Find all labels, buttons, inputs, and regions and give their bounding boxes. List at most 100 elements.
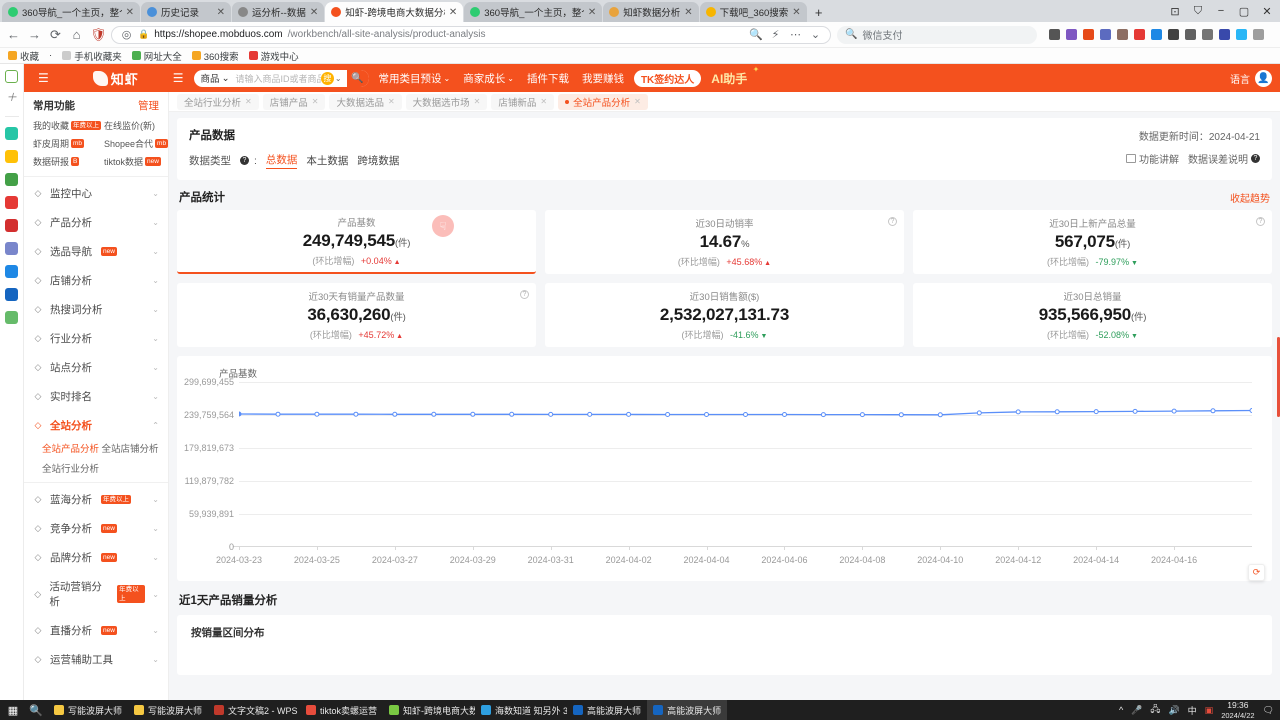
taskbar-item[interactable]: 高能波屏大师 xyxy=(567,700,647,720)
sidebar-item-tag[interactable]: ◇ 热搜词分析 ⌄ xyxy=(24,295,168,324)
notification-icon[interactable]: 🗨 xyxy=(1262,704,1274,715)
robot-icon[interactable] xyxy=(1117,29,1128,40)
pin-icon[interactable] xyxy=(1168,29,1179,40)
taskbar-item[interactable]: tiktok卖螺运营 xyxy=(300,700,383,720)
chart-data-point[interactable] xyxy=(275,411,281,417)
chart-data-point[interactable] xyxy=(743,412,748,417)
sidebar-item-versus[interactable]: ◇ 竞争分析 new ⌄ xyxy=(24,514,168,543)
chevron-down-icon[interactable]: ⌄ xyxy=(152,305,159,314)
language-label[interactable]: 语言 xyxy=(1230,74,1250,86)
chevron-down-icon[interactable]: ⌄ xyxy=(152,495,159,504)
chart-data-point[interactable] xyxy=(665,412,671,417)
taskbar-search-icon[interactable]: 🔍 xyxy=(29,704,43,717)
chart-data-point[interactable] xyxy=(548,411,554,417)
header-nav-item[interactable]: 插件下载 xyxy=(527,71,569,86)
submenu-item[interactable]: 全站店铺分析 xyxy=(101,444,159,455)
screenshot-icon[interactable] xyxy=(5,173,18,186)
chart-data-point[interactable] xyxy=(239,411,242,417)
scissors-icon[interactable] xyxy=(5,311,18,324)
breadcrumb-tab[interactable]: 大数据选市场 ✕ xyxy=(405,93,488,110)
product-search[interactable]: 商品⌄ 请输入商品ID或者商品链接搜索 搜 ⌄ 🔍 xyxy=(193,69,369,87)
avatar[interactable]: 👤 xyxy=(1255,69,1272,87)
chart-data-point[interactable] xyxy=(859,412,865,418)
chevron-down-icon[interactable]: ⌄ xyxy=(152,524,159,533)
pdf-icon[interactable] xyxy=(5,196,18,209)
sidebar-item-live[interactable]: ◇ 直播分析 new ⌄ xyxy=(24,616,168,645)
more-icon[interactable]: ⋯ xyxy=(790,29,801,41)
notes-icon[interactable] xyxy=(1100,29,1111,40)
browser-tab[interactable]: 历史记录 ✕ xyxy=(141,2,231,22)
browser-tab[interactable]: 知虾数据分析 ✕ xyxy=(603,2,699,22)
menu-icon[interactable] xyxy=(1253,29,1264,40)
stat-card[interactable]: 近30日销售额($) 2,532,027,131.73 (环比增幅) -41.6% … xyxy=(545,283,904,347)
stat-card[interactable]: 近30日总销量 935,566,950(件) (环比增幅) -52.08% ▼ xyxy=(913,283,1272,347)
address-bar[interactable]: ◎ 🔒 https://shopee.mobduos.com/workbench… xyxy=(111,25,831,44)
sidebar-item-compass[interactable]: ◇ 选品导航 new ⌄ xyxy=(24,237,168,266)
bookmark-item[interactable]: 手机收藏夹 xyxy=(62,49,122,63)
favorite-item[interactable]: 我的收藏 年费以上 xyxy=(33,119,102,132)
tray-app-icon[interactable]: ▣ xyxy=(1204,704,1214,715)
note-icon[interactable] xyxy=(5,265,18,278)
chart-data-point[interactable] xyxy=(314,411,320,417)
taskbar-item[interactable]: 知虾-跨境电商大数… xyxy=(383,700,475,720)
breadcrumb-tab[interactable]: 大数据选品 ✕ xyxy=(329,93,402,110)
chart-data-point[interactable] xyxy=(470,411,476,417)
chart-data-point[interactable] xyxy=(1015,409,1021,415)
new-tab-button[interactable]: + xyxy=(814,5,823,20)
record-icon[interactable] xyxy=(1134,29,1145,40)
submenu-item[interactable]: 全站产品分析 xyxy=(42,444,100,455)
stat-card[interactable]: 产品基数 249,749,545(件) (环比增幅) +0.04% ▲ ☟ xyxy=(177,210,536,274)
chart-data-point[interactable] xyxy=(1054,409,1060,415)
help-icon[interactable]: ? xyxy=(240,156,249,165)
chart-data-point[interactable] xyxy=(1249,408,1252,413)
chart-data-point[interactable] xyxy=(1093,409,1099,415)
reload-button[interactable]: ⟳ xyxy=(50,26,61,42)
stat-card[interactable]: ? 近30天有销量产品数量 36,630,260(件) (环比增幅) +45.72% … xyxy=(177,283,536,347)
download-icon[interactable] xyxy=(1185,29,1196,40)
close-tab-icon[interactable]: ✕ xyxy=(792,6,801,18)
cart-icon[interactable] xyxy=(1083,29,1094,40)
chevron-down-icon[interactable]: ⌄ xyxy=(152,334,159,343)
close-window-button[interactable]: ✕ xyxy=(1262,5,1272,18)
sidebar-item-cube[interactable]: ◇ 产品分析 ⌄ xyxy=(24,208,168,237)
edit-icon[interactable] xyxy=(5,242,18,255)
chevron-down-icon[interactable]: ⌄ xyxy=(152,189,159,198)
chart-data-point[interactable] xyxy=(937,412,943,418)
chart-data-point[interactable] xyxy=(898,412,904,418)
chart-data-point[interactable] xyxy=(1132,408,1138,414)
globe-icon[interactable] xyxy=(1236,29,1247,40)
header-nav-item[interactable]: 商家成长 ⌄ xyxy=(463,71,514,86)
favorites-icon[interactable]: ⛉ xyxy=(1193,4,1203,17)
close-icon[interactable]: ✕ xyxy=(473,97,481,106)
close-icon[interactable]: ✕ xyxy=(311,97,319,106)
toolbar-search-input[interactable]: 🔍 微信支付 xyxy=(837,25,1037,44)
close-tab-icon[interactable]: ✕ xyxy=(309,6,319,18)
windows-start-button[interactable]: ▦ xyxy=(7,704,19,717)
home-icon[interactable] xyxy=(5,70,18,83)
account-icon[interactable] xyxy=(1219,29,1230,40)
sidebar-item-brand[interactable]: ◇ 品牌分析 new ⌄ xyxy=(24,543,168,572)
header-nav-item[interactable]: 常用类目预设 ⌄ xyxy=(379,71,451,86)
lightning-icon[interactable]: ⚡ xyxy=(771,29,780,41)
browser-tab[interactable]: 下载吧_360搜索 ✕ xyxy=(699,2,807,22)
breadcrumb-tab[interactable]: 店铺新品 ✕ xyxy=(491,93,555,110)
chevron-down-icon[interactable]: ⌄ xyxy=(152,247,159,256)
close-tab-icon[interactable]: ✕ xyxy=(125,6,134,18)
ime-indicator[interactable]: 中 xyxy=(1187,705,1197,716)
chart-data-point[interactable] xyxy=(1210,408,1216,414)
chart-data-point[interactable] xyxy=(431,411,437,417)
submenu-item[interactable]: 全站行业分析 xyxy=(42,464,100,475)
chart-data-point[interactable] xyxy=(626,411,632,417)
sidebar-item-toolbox[interactable]: ◇ 运营辅助工具 ⌄ xyxy=(24,645,168,674)
split-screen-icon[interactable]: ⊡ xyxy=(1170,5,1180,18)
list-toggle-icon[interactable]: ☰ xyxy=(172,71,184,85)
sidebar-item-shop[interactable]: ◇ 店铺分析 ⌄ xyxy=(24,266,168,295)
taskbar-item[interactable]: 写能波屏大师 xyxy=(128,700,208,720)
minimize-button[interactable]: − xyxy=(1217,5,1225,17)
help-icon[interactable]: ? xyxy=(1251,154,1260,163)
breadcrumb-tab[interactable]: 全站行业分析 ✕ xyxy=(177,93,259,110)
sidebar-item-globe[interactable]: ◇ 站点分析 ⌄ xyxy=(24,353,168,382)
chevron-down-icon[interactable]: ⌄ xyxy=(152,589,159,599)
history-icon[interactable] xyxy=(1202,29,1213,40)
volume-icon[interactable]: 🔊 xyxy=(1168,704,1180,715)
